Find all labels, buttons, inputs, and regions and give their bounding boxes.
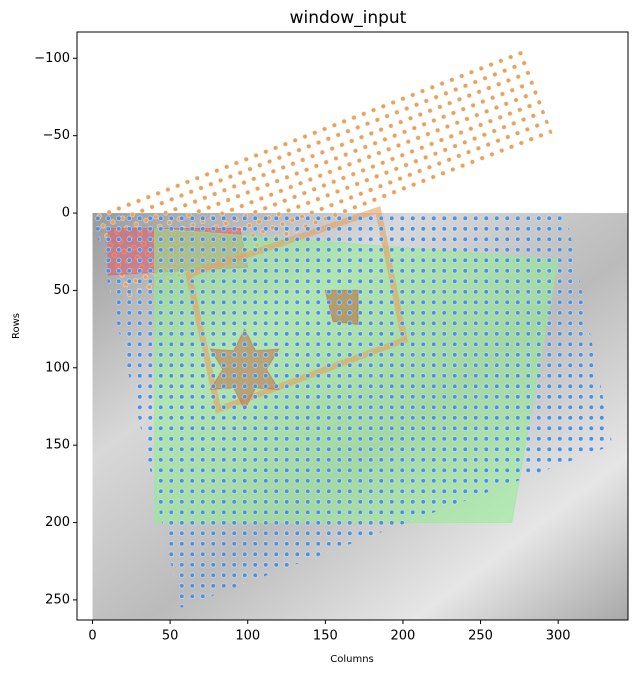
axes-frame xyxy=(76,31,629,621)
y-tick-label: 100 xyxy=(45,360,70,375)
y-tick-label: 50 xyxy=(53,283,70,298)
y-axis-label: Rows xyxy=(11,313,22,339)
plot-area xyxy=(92,47,628,620)
chart-title: window_input xyxy=(290,8,407,28)
x-tick-label: 100 xyxy=(235,629,260,644)
y-tick-label: −50 xyxy=(43,128,70,143)
x-tick-label: 150 xyxy=(313,629,338,644)
x-tick-label: 250 xyxy=(468,629,493,644)
y-tick-label: −100 xyxy=(34,51,70,66)
x-tick-label: 300 xyxy=(546,629,571,644)
y-tick-label: 200 xyxy=(45,515,70,530)
x-tick-label: 50 xyxy=(162,629,179,644)
x-tick-label: 200 xyxy=(391,629,416,644)
x-axis-label: Columns xyxy=(330,654,374,665)
y-tick-label: 150 xyxy=(45,438,70,453)
point-grid xyxy=(92,213,613,608)
x-tick-label: 0 xyxy=(88,629,96,644)
y-tick-label: 0 xyxy=(62,206,70,221)
y-tick-label: 250 xyxy=(45,592,70,607)
